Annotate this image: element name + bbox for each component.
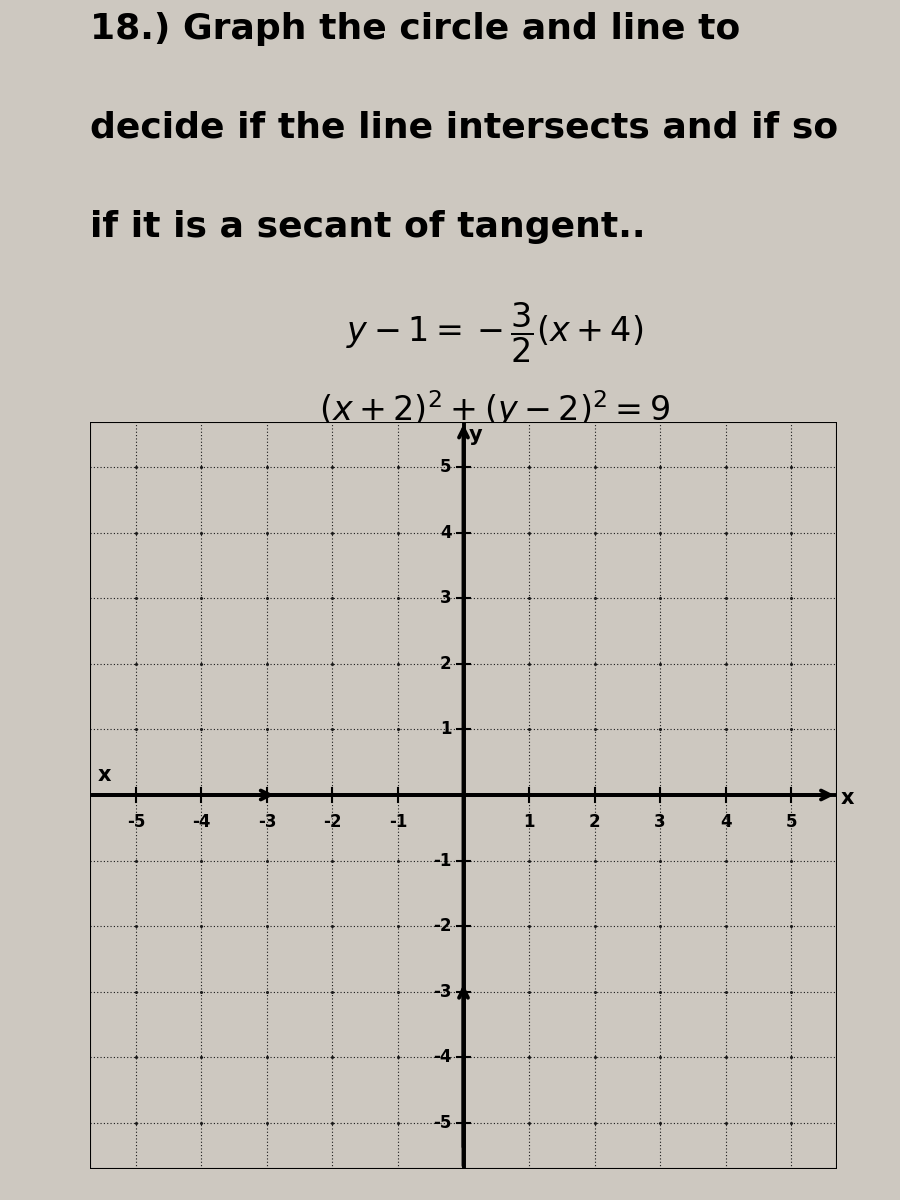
Text: y: y: [469, 425, 482, 445]
Text: if it is a secant of tangent..: if it is a secant of tangent..: [90, 210, 645, 244]
Text: 1: 1: [523, 814, 535, 832]
Text: x: x: [98, 766, 112, 785]
Text: 5: 5: [786, 814, 796, 832]
Text: 4: 4: [440, 524, 452, 542]
Text: -5: -5: [127, 814, 145, 832]
Text: -5: -5: [433, 1114, 452, 1132]
Text: -4: -4: [192, 814, 211, 832]
Text: -2: -2: [433, 917, 452, 935]
Text: 18.) Graph the circle and line to: 18.) Graph the circle and line to: [90, 12, 740, 46]
Text: 5: 5: [440, 458, 452, 476]
Text: -2: -2: [323, 814, 342, 832]
Text: 4: 4: [720, 814, 732, 832]
Text: 2: 2: [440, 655, 452, 673]
Text: -3: -3: [257, 814, 276, 832]
Text: -1: -1: [433, 852, 452, 870]
Text: x: x: [841, 788, 854, 809]
Text: 1: 1: [440, 720, 452, 738]
Text: decide if the line intersects and if so: decide if the line intersects and if so: [90, 110, 838, 145]
Text: -1: -1: [389, 814, 407, 832]
Text: -3: -3: [433, 983, 452, 1001]
Text: -4: -4: [433, 1048, 452, 1066]
Text: 2: 2: [589, 814, 600, 832]
Text: $(x+2)^2+(y-2)^2=9$: $(x+2)^2+(y-2)^2=9$: [320, 388, 670, 430]
Text: $y-1=-\dfrac{3}{2}(x+4)$: $y-1=-\dfrac{3}{2}(x+4)$: [346, 301, 644, 365]
Text: 3: 3: [440, 589, 452, 607]
Text: 3: 3: [654, 814, 666, 832]
